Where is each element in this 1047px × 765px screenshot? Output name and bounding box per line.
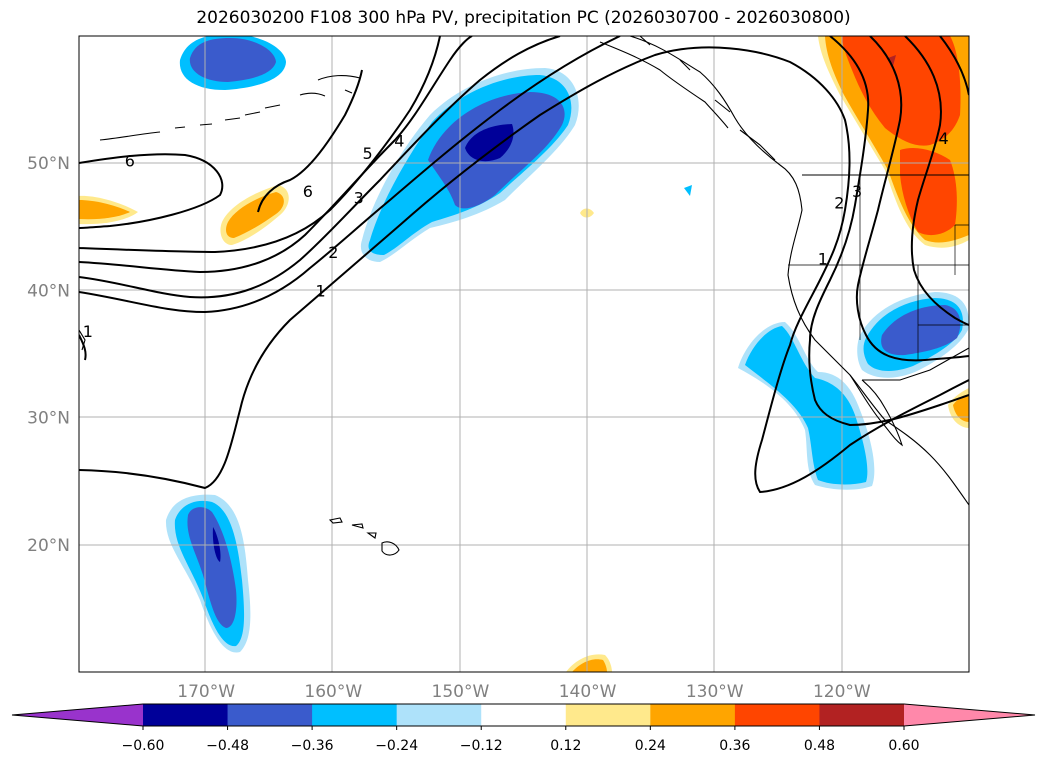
colorbar-tick-label: −0.24 (375, 738, 418, 754)
precip-ne-band3 (842, 36, 961, 146)
colorbar-tick-label: 0.36 (719, 738, 750, 754)
pv-contour-3 (79, 36, 561, 299)
precip-orange-west-2 (79, 200, 130, 220)
colorbar-segment (565, 704, 651, 726)
colorbar-extend-low (12, 704, 143, 726)
colorbar-tick-label: −0.36 (291, 738, 334, 754)
pv-contour-label: 1 (818, 250, 828, 269)
colorbar-tick-label: 0.48 (804, 738, 835, 754)
longitude-label: 140°W (559, 682, 617, 702)
longitude-label: 120°W (813, 682, 871, 702)
precip-baja-band2 (745, 326, 868, 485)
colorbar-tick-label: −0.60 (122, 738, 165, 754)
pv-contour-label: 3 (354, 189, 364, 208)
pv-contour-label: 2 (834, 194, 844, 213)
colorbar-extend-high (904, 704, 1035, 726)
precip-nw-band3 (189, 38, 276, 82)
us-state-lines (788, 175, 969, 360)
colorbar-segment (312, 704, 398, 726)
longitude-label: 170°W (177, 682, 235, 702)
colorbar-segment (819, 704, 905, 726)
colorbar-segment (481, 704, 567, 726)
precip-small-blue (684, 185, 692, 196)
colorbar: −0.60 −0.48 −0.36 −0.24 −0.12 0.12 0.24 0.36 0.4… (11, 703, 1036, 754)
mexico-border (862, 347, 969, 381)
precip-orange-east-2 (953, 394, 969, 422)
latitude-label: 20°N (27, 536, 70, 556)
west-edge-coast (79, 329, 86, 351)
hawaii-islands (328, 517, 400, 556)
pv-contour-label: 1 (83, 322, 93, 341)
pv-contour-4-east (904, 36, 969, 326)
alaska-coastline (99, 75, 361, 141)
pv-contour-5-east (939, 36, 969, 96)
colorbar-segment (143, 704, 229, 726)
precip-sw-band3 (881, 305, 961, 356)
map-title: 2026030200 F108 300 hPa PV, precipitatio… (196, 8, 851, 28)
colorbar-tick-label: 0.60 (888, 738, 919, 754)
pv-contour-6-mid (257, 69, 363, 213)
pv-contour-1 (79, 46, 969, 494)
pv-contour-6-west (79, 153, 224, 229)
baja-coastline (849, 374, 904, 447)
pv-contour-label: 4 (394, 131, 404, 150)
colorbar-segment (227, 704, 313, 726)
pv-contour-label: 6 (125, 152, 135, 171)
longitude-labels: 170°W 160°W 150°W 140°W 130°W 120°W (177, 682, 871, 702)
longitude-label: 150°W (432, 682, 490, 702)
colorbar-segment (734, 704, 820, 726)
colorbar-tick-label: 0.12 (550, 738, 581, 754)
pv-contour-4 (79, 36, 473, 274)
pv-contour-label: 6 (303, 182, 313, 201)
pv-contours (79, 36, 969, 494)
precip-shading (79, 36, 969, 672)
precip-ne-band4 (888, 55, 896, 66)
pv-contour-1-west (79, 334, 87, 361)
precip-south-band3 (187, 507, 237, 628)
precip-neg-band4 (465, 124, 514, 162)
colorbar-segment (650, 704, 736, 726)
pv-contour-2 (79, 36, 621, 314)
map-frame (78, 35, 970, 673)
longitude-label: 160°W (304, 682, 362, 702)
latitude-label: 50°N (27, 154, 70, 174)
pv-contour-label: 1 (315, 281, 325, 300)
colorbar-tick-label: −0.12 (460, 738, 503, 754)
pv-contour-2-east (808, 36, 969, 427)
colorbar-segment (396, 704, 482, 726)
precip-orange-bottom-2 (572, 659, 607, 672)
alaska-panhandle (599, 36, 776, 161)
latitude-labels: 50°N 40°N 30°N 20°N (27, 154, 70, 556)
latitude-label: 30°N (27, 409, 70, 429)
latitude-label: 40°N (27, 281, 70, 301)
precip-orange-168w-2 (226, 192, 284, 238)
pv-contour-label: 2 (328, 243, 338, 262)
pv-contour-label: 3 (852, 182, 862, 201)
pv-contour-label: 5 (363, 144, 373, 163)
longitude-label: 130°W (686, 682, 744, 702)
pv-contour-label: 4 (938, 129, 948, 148)
coastlines (79, 36, 969, 556)
colorbar-tick-label: 0.24 (635, 738, 666, 754)
pv-contour-3-east (855, 36, 969, 362)
colorbar-tick-label: −0.48 (206, 738, 249, 754)
